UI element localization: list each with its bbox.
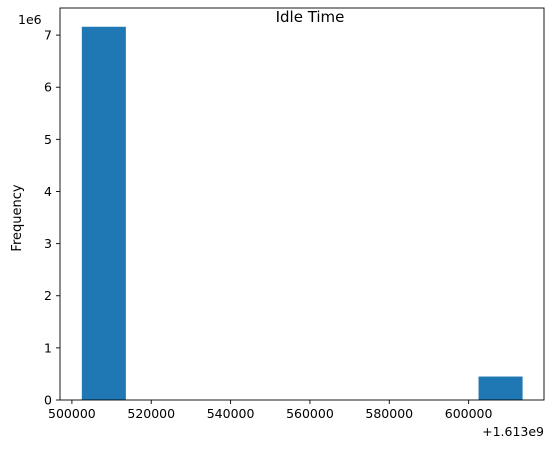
y-tick-label: 2 (44, 288, 52, 303)
bars-group (82, 27, 523, 400)
y-scale-label: 1e6 (18, 12, 42, 27)
histogram-bar (479, 377, 523, 400)
y-tick-label: 7 (44, 28, 52, 43)
x-ticks-group: 500000 520000 540000 560000 580000 600000 (48, 400, 492, 421)
y-tick-label: 4 (44, 184, 52, 199)
x-tick-label: 560000 (286, 406, 334, 421)
chart-title: Idle Time (276, 8, 345, 26)
y-axis-label: Frequency (10, 184, 25, 251)
x-tick-label: 580000 (365, 406, 413, 421)
y-tick-label: 1 (44, 340, 52, 355)
x-tick-label: 500000 (48, 406, 96, 421)
plot-frame (60, 8, 544, 400)
x-tick-label: 600000 (445, 406, 493, 421)
x-offset-label: +1.613e9 (482, 424, 544, 439)
x-tick-label: 540000 (207, 406, 255, 421)
y-tick-label: 6 (44, 80, 52, 95)
y-tick-label: 3 (44, 236, 52, 251)
x-tick-label: 520000 (127, 406, 175, 421)
histogram-bar (82, 27, 126, 400)
y-tick-label: 5 (44, 132, 52, 147)
